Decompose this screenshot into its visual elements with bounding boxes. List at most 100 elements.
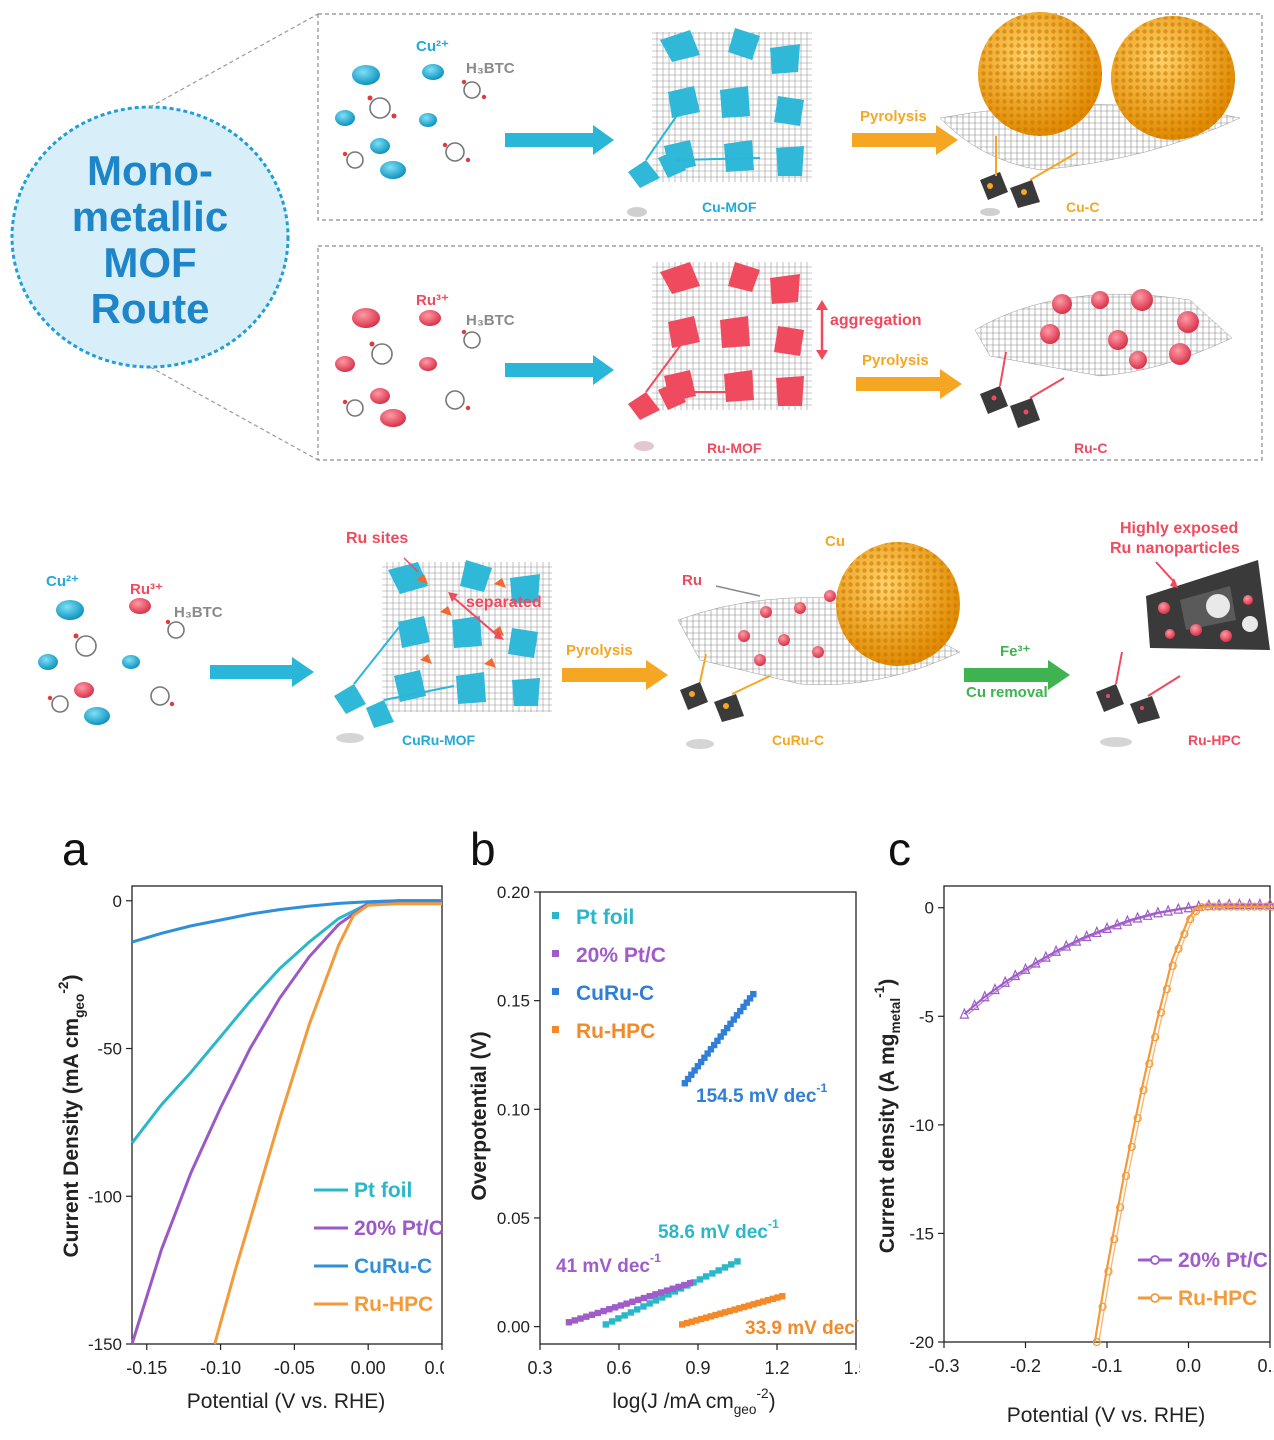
y-tick-label: 0.00 [497,1318,530,1337]
data-marker [1040,950,1051,962]
data-point [750,1301,757,1308]
data-point [698,1315,705,1323]
legend-marker [1150,1293,1160,1303]
data-point [646,1292,653,1300]
x-tick-label: 0.1 [1257,1356,1274,1376]
data-point [701,1054,708,1061]
data-marker [969,998,980,1011]
legend-marker [552,1026,559,1033]
cu-ion-label-row3: Cu²⁺ [46,573,79,590]
data-marker [1238,902,1247,911]
x-tick-label: -0.05 [274,1358,315,1378]
data-point [681,1281,688,1289]
curu-c-label: CuRu-C [772,732,825,748]
legend-entry: 20% Pt/C [354,1217,444,1240]
data-marker [1110,1235,1119,1244]
cu-removal-arrow [964,660,1070,690]
btc-molecules-row2 [342,329,481,417]
pyrolysis-arrow-row3 [562,660,668,690]
x-tick-label: 0.6 [606,1358,631,1378]
ru-hpc-label: Ru-HPC [1188,732,1241,748]
data-marker [1061,939,1072,951]
data-point [634,1296,642,1304]
curu-ions-group [38,598,151,725]
data-point [615,1315,622,1322]
data-point [769,1295,776,1303]
data-point [745,1302,753,1309]
cu-ions-group [335,64,444,179]
data-point [696,1276,704,1283]
y-tick-label: -5 [919,1007,934,1026]
route-title: Mono- metallic MOF Route [40,148,260,332]
data-point [779,1292,786,1300]
data-point [740,1303,748,1311]
data-marker [1071,934,1082,946]
data-point [602,1321,610,1328]
data-marker [1020,962,1031,974]
data-point [717,1033,724,1040]
data-point [724,1024,731,1032]
legend-entry: CuRu-C [576,982,654,1005]
series-line [131,899,442,944]
data-marker [1227,902,1236,911]
data-marker [1132,911,1143,923]
y-tick-label: -15 [909,1224,934,1243]
y-axis-label: Current density (A mgmetal-1) [872,979,903,1254]
data-point [720,1029,728,1036]
data-point [750,990,757,998]
data-marker [1267,902,1274,911]
data-marker [1139,1086,1148,1095]
data-point [629,1298,636,1305]
data-point [707,1046,715,1053]
series-line-shadow [1098,905,1274,1343]
data-marker [1232,902,1242,911]
data-point [608,1318,616,1325]
legend-entry: Pt foil [576,906,634,929]
ru-particle-label: Ru [682,572,702,589]
y-tick-label: -150 [88,1335,122,1354]
data-point [721,1264,729,1271]
x-tick-label: 0.05 [424,1358,444,1378]
data-point [646,1300,653,1307]
data-point [693,1317,700,1324]
x-tick-label: 0.0 [1176,1356,1201,1376]
arrow-row2 [505,355,614,385]
data-point [577,1315,584,1322]
data-marker [1197,903,1207,912]
data-point [683,1319,691,1327]
y-tick-label: 0 [113,892,122,911]
data-marker [1244,902,1253,911]
data-point [734,1258,741,1265]
arrow-row1 [505,125,614,155]
data-marker [1168,961,1177,970]
legend-marker [1150,1255,1160,1265]
data-point [710,1041,718,1049]
data-point [743,999,750,1006]
series-line [213,902,442,1345]
legend-entry: Ru-HPC [1178,1287,1257,1310]
pyrolysis-arrow-row1 [852,125,958,155]
legend-marker [552,950,559,957]
data-point [733,1012,741,1019]
ru-route-box [317,245,1263,461]
y-tick-label: -20 [909,1333,934,1352]
y-tick-label: -50 [97,1040,122,1059]
curu-mof-label: CuRu-MOF [402,732,476,748]
data-marker [990,983,1000,995]
route-title-line-4: Route [90,285,210,332]
cu-mof-label: Cu-MOF [702,199,757,215]
y-tick-label: 0.20 [497,883,530,902]
data-marker [1162,985,1171,994]
x-axis-label: log(J /mA cmgeo-2) [612,1386,775,1417]
scheme-graphics [10,12,1270,749]
data-marker [1215,902,1224,911]
x-tick-label: -0.10 [200,1358,241,1378]
ru-c-product [974,289,1233,428]
x-tick-label: -0.2 [1010,1356,1041,1376]
y-tick-label: 0.10 [497,1100,530,1119]
data-point [684,1075,692,1083]
data-marker [1209,902,1218,911]
data-point [691,1067,698,1074]
data-point [728,1261,735,1268]
data-marker [1153,906,1163,918]
